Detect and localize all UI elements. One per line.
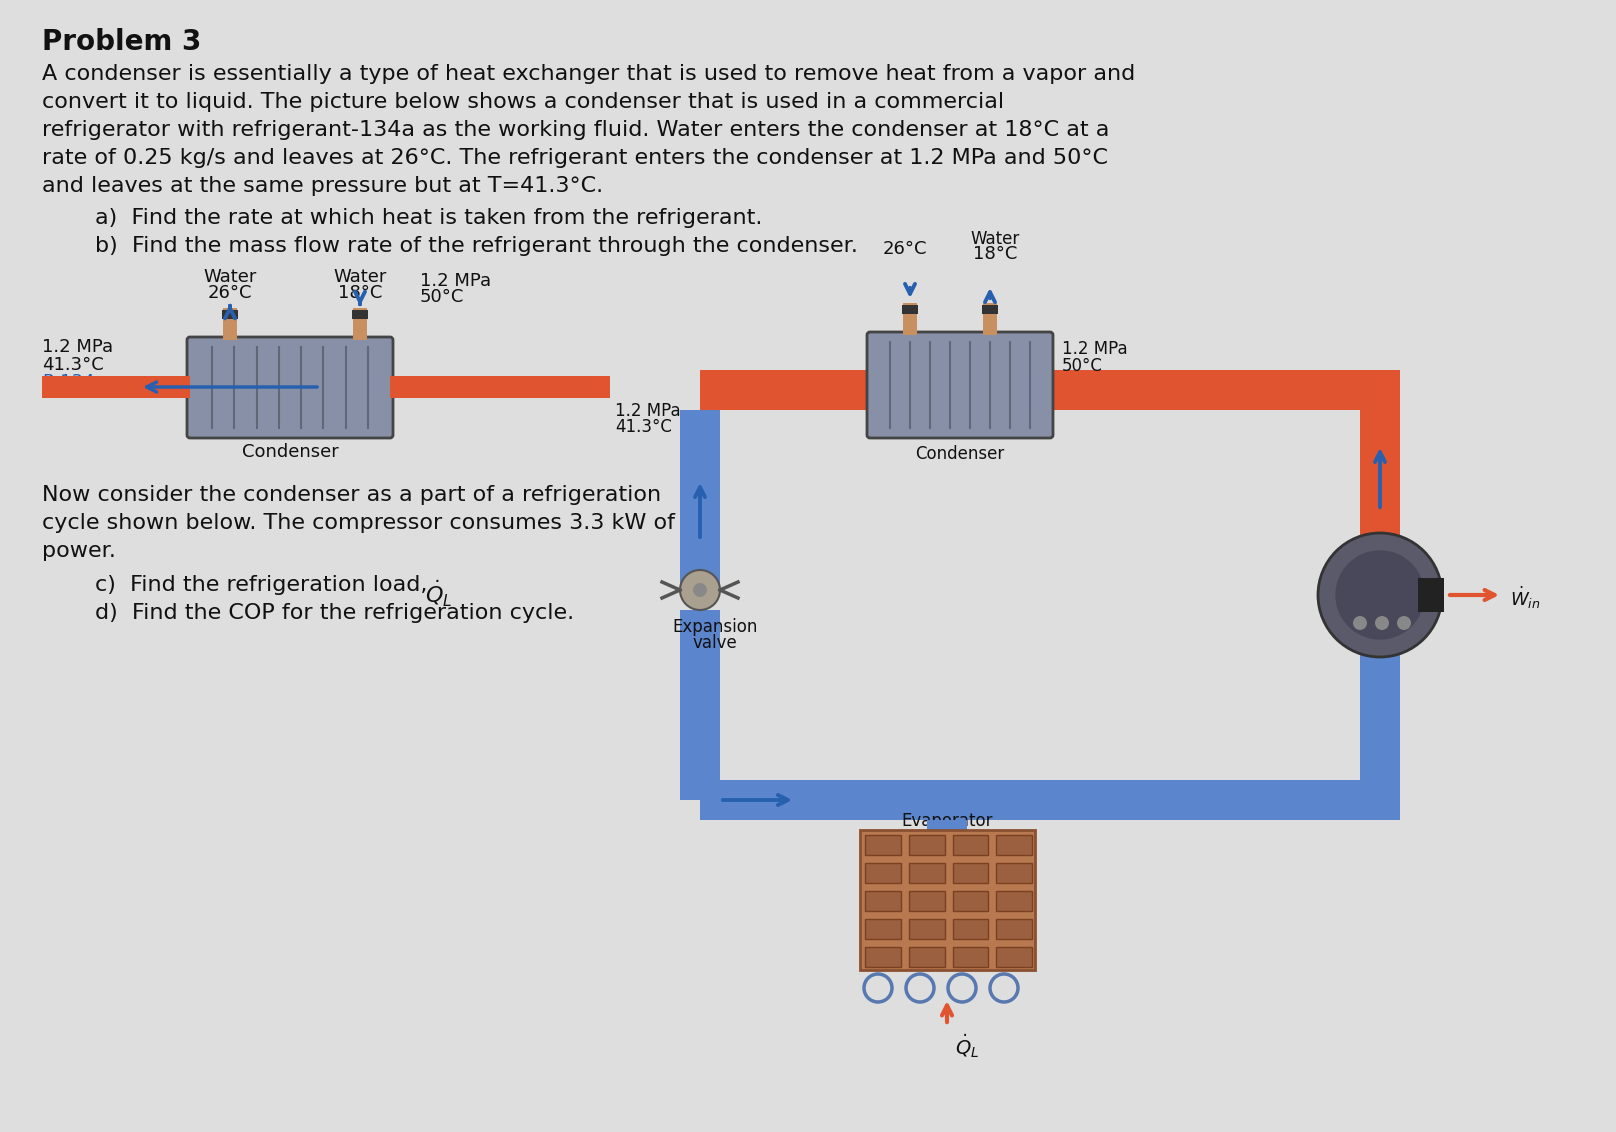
Text: Problem 3: Problem 3 bbox=[42, 28, 202, 55]
Text: 41.3°C: 41.3°C bbox=[42, 355, 103, 374]
Text: and leaves at the same pressure but at T=41.3°C.: and leaves at the same pressure but at T… bbox=[42, 175, 603, 196]
Text: Compressor: Compressor bbox=[1353, 603, 1443, 618]
Bar bbox=[352, 308, 367, 340]
Bar bbox=[1361, 370, 1399, 590]
Bar bbox=[1361, 655, 1399, 820]
Bar bbox=[1050, 370, 1380, 410]
Text: Condenser: Condenser bbox=[915, 445, 1005, 463]
Circle shape bbox=[1353, 616, 1367, 631]
FancyBboxPatch shape bbox=[187, 337, 393, 438]
Bar bbox=[995, 891, 1033, 911]
Bar bbox=[865, 835, 900, 855]
Text: valve: valve bbox=[693, 634, 737, 652]
Bar bbox=[389, 376, 609, 398]
Bar bbox=[908, 919, 944, 940]
Bar bbox=[908, 947, 944, 967]
Bar bbox=[995, 919, 1033, 940]
Bar bbox=[952, 835, 989, 855]
Text: d)  Find the COP for the refrigeration cycle.: d) Find the COP for the refrigeration cy… bbox=[95, 603, 574, 623]
Text: Water: Water bbox=[204, 268, 257, 286]
Bar bbox=[902, 305, 918, 314]
Text: Evaporator: Evaporator bbox=[902, 812, 992, 830]
Text: 50°C: 50°C bbox=[1062, 357, 1102, 375]
Text: 1.2 MPa: 1.2 MPa bbox=[420, 272, 491, 290]
Text: 26°C: 26°C bbox=[882, 240, 928, 258]
Bar bbox=[908, 835, 944, 855]
Bar bbox=[865, 919, 900, 940]
Bar bbox=[908, 891, 944, 911]
Bar bbox=[983, 303, 997, 335]
Circle shape bbox=[693, 583, 708, 597]
Text: Water: Water bbox=[333, 268, 386, 286]
Text: rate of 0.25 kg/s and leaves at 26°C. The refrigerant enters the condenser at 1.: rate of 0.25 kg/s and leaves at 26°C. Th… bbox=[42, 148, 1109, 168]
Text: c)  Find the refrigeration load,: c) Find the refrigeration load, bbox=[95, 575, 435, 595]
Bar bbox=[680, 610, 721, 800]
Circle shape bbox=[680, 571, 721, 610]
FancyBboxPatch shape bbox=[868, 332, 1054, 438]
Text: a)  Find the rate at which heat is taken from the refrigerant.: a) Find the rate at which heat is taken … bbox=[95, 208, 763, 228]
Text: Condenser: Condenser bbox=[242, 443, 338, 461]
Text: 18°C: 18°C bbox=[338, 284, 383, 302]
Text: 1.2 MPa: 1.2 MPa bbox=[1062, 340, 1128, 358]
Bar bbox=[865, 947, 900, 967]
Bar bbox=[1417, 578, 1445, 612]
Text: $\dot{Q}_L$: $\dot{Q}_L$ bbox=[425, 578, 452, 609]
Text: convert it to liquid. The picture below shows a condenser that is used in a comm: convert it to liquid. The picture below … bbox=[42, 92, 1004, 112]
Text: 26°C: 26°C bbox=[208, 284, 252, 302]
Bar bbox=[952, 947, 989, 967]
Text: power.: power. bbox=[42, 541, 116, 561]
Text: Now consider the condenser as a part of a refrigeration: Now consider the condenser as a part of … bbox=[42, 484, 661, 505]
Bar bbox=[928, 820, 966, 830]
Bar bbox=[221, 310, 238, 319]
Bar bbox=[865, 891, 900, 911]
Bar bbox=[903, 303, 916, 335]
Bar bbox=[995, 835, 1033, 855]
Bar bbox=[995, 863, 1033, 883]
Text: 1.2 MPa: 1.2 MPa bbox=[42, 338, 113, 355]
Text: $\dot{Q}_L$: $\dot{Q}_L$ bbox=[955, 1032, 979, 1060]
Text: Expansion: Expansion bbox=[672, 618, 758, 636]
Circle shape bbox=[1375, 616, 1390, 631]
Bar bbox=[952, 863, 989, 883]
Circle shape bbox=[1396, 616, 1411, 631]
Bar bbox=[995, 947, 1033, 967]
Bar bbox=[860, 830, 1034, 970]
Text: b)  Find the mass flow rate of the refrigerant through the condenser.: b) Find the mass flow rate of the refrig… bbox=[95, 235, 858, 256]
Bar bbox=[42, 376, 191, 398]
Bar bbox=[223, 308, 238, 340]
Bar bbox=[700, 780, 1380, 820]
Circle shape bbox=[1319, 533, 1441, 657]
Bar bbox=[952, 919, 989, 940]
Text: refrigerator with refrigerant-134a as the working fluid. Water enters the conden: refrigerator with refrigerant-134a as th… bbox=[42, 120, 1109, 140]
Text: ←R-134a: ←R-134a bbox=[330, 377, 409, 395]
Bar bbox=[352, 310, 368, 319]
Text: cycle shown below. The compressor consumes 3.3 kW of: cycle shown below. The compressor consum… bbox=[42, 513, 675, 533]
Text: 1.2 MPa: 1.2 MPa bbox=[616, 402, 680, 420]
Bar bbox=[983, 305, 999, 314]
Text: $\dot{W}_{in}$: $\dot{W}_{in}$ bbox=[1509, 585, 1540, 611]
Bar bbox=[680, 410, 721, 590]
Text: A condenser is essentially a type of heat exchanger that is used to remove heat : A condenser is essentially a type of hea… bbox=[42, 65, 1136, 84]
Bar bbox=[865, 863, 900, 883]
Text: 18°C: 18°C bbox=[973, 245, 1016, 263]
Bar bbox=[700, 370, 869, 410]
Text: 41.3°C: 41.3°C bbox=[616, 418, 672, 436]
Text: Water: Water bbox=[970, 230, 1020, 248]
Text: R-134a: R-134a bbox=[42, 374, 105, 391]
Bar bbox=[952, 891, 989, 911]
Text: 50°C: 50°C bbox=[420, 288, 464, 306]
Bar bbox=[908, 863, 944, 883]
Circle shape bbox=[1335, 550, 1425, 640]
